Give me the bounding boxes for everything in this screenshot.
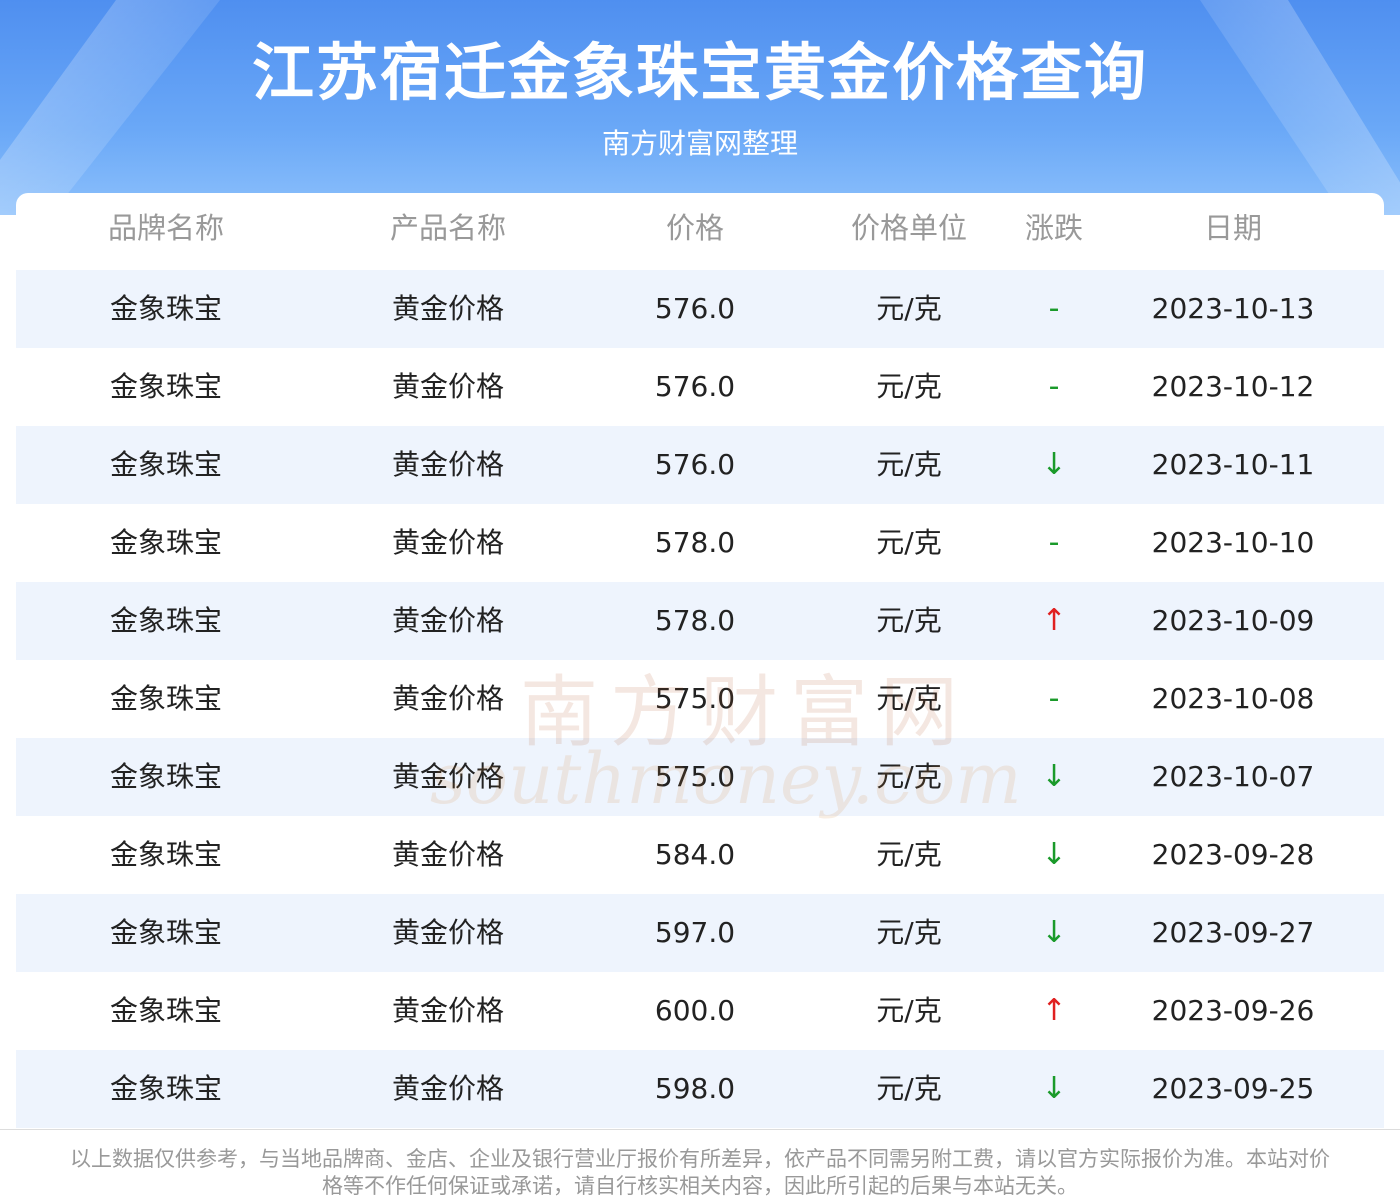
table-row: 金象珠宝 黄金价格 600.0 元/克 ↑ 2023-09-26	[16, 972, 1384, 1050]
table-row: 金象珠宝 黄金价格 576.0 元/克 - 2023-10-13	[16, 270, 1384, 348]
trend-cell: ↑	[1041, 993, 1067, 1028]
brand-cell: 金象珠宝	[109, 526, 223, 559]
unit-cell: 元/克	[876, 370, 942, 403]
unit-cell: 元/克	[876, 292, 942, 325]
trend-cell: -	[1048, 681, 1060, 716]
date-cell: 2023-10-07	[1151, 760, 1315, 793]
price-cell: 578.0	[654, 526, 736, 559]
product-cell: 黄金价格	[391, 292, 505, 325]
unit-cell: 元/克	[876, 526, 942, 559]
product-cell: 黄金价格	[391, 1072, 505, 1105]
trend-cell: ↓	[1041, 447, 1067, 482]
header-banner: 江苏宿迁金象珠宝黄金价格查询 南方财富网整理	[0, 0, 1400, 215]
price-cell: 576.0	[654, 370, 736, 403]
date-cell: 2023-09-26	[1151, 994, 1315, 1027]
column-header: 价格单位	[850, 211, 968, 245]
brand-cell: 金象珠宝	[109, 682, 223, 715]
price-cell: 597.0	[654, 916, 736, 949]
table-row: 金象珠宝 黄金价格 598.0 元/克 ↓ 2023-09-25	[16, 1050, 1384, 1128]
date-cell: 2023-10-09	[1151, 604, 1315, 637]
unit-cell: 元/克	[876, 604, 942, 637]
table-row: 金象珠宝 黄金价格 584.0 元/克 ↓ 2023-09-28	[16, 816, 1384, 894]
brand-cell: 金象珠宝	[109, 916, 223, 949]
table-row: 金象珠宝 黄金价格 576.0 元/克 ↓ 2023-10-11	[16, 426, 1384, 504]
brand-cell: 金象珠宝	[109, 370, 223, 403]
table-row: 金象珠宝 黄金价格 575.0 元/克 ↓ 2023-10-07	[16, 738, 1384, 816]
date-cell: 2023-10-10	[1151, 526, 1315, 559]
brand-cell: 金象珠宝	[109, 838, 223, 871]
trend-cell: ↓	[1041, 1071, 1067, 1106]
column-header: 价格	[665, 211, 725, 245]
trend-cell: ↑	[1041, 603, 1067, 638]
price-cell: 576.0	[654, 448, 736, 481]
product-cell: 黄金价格	[391, 526, 505, 559]
date-cell: 2023-10-11	[1151, 448, 1315, 481]
table-row: 金象珠宝 黄金价格 597.0 元/克 ↓ 2023-09-27	[16, 894, 1384, 972]
trend-cell: ↓	[1041, 915, 1067, 950]
column-header: 品牌名称	[107, 211, 225, 245]
date-cell: 2023-09-25	[1151, 1072, 1315, 1105]
unit-cell: 元/克	[876, 916, 942, 949]
price-cell: 578.0	[654, 604, 736, 637]
product-cell: 黄金价格	[391, 370, 505, 403]
product-cell: 黄金价格	[391, 448, 505, 481]
trend-cell: ↓	[1041, 759, 1067, 794]
product-cell: 黄金价格	[391, 682, 505, 715]
unit-cell: 元/克	[876, 1072, 942, 1105]
product-cell: 黄金价格	[391, 604, 505, 637]
brand-cell: 金象珠宝	[109, 994, 223, 1027]
date-cell: 2023-10-12	[1151, 370, 1315, 403]
price-cell: 576.0	[654, 292, 736, 325]
date-cell: 2023-09-27	[1151, 916, 1315, 949]
price-cell: 575.0	[654, 682, 736, 715]
product-cell: 黄金价格	[391, 838, 505, 871]
price-cell: 600.0	[654, 994, 736, 1027]
date-cell: 2023-10-13	[1151, 292, 1315, 325]
unit-cell: 元/克	[876, 994, 942, 1027]
date-cell: 2023-09-28	[1151, 838, 1315, 871]
price-cell: 598.0	[654, 1072, 736, 1105]
date-cell: 2023-10-08	[1151, 682, 1315, 715]
page-subtitle: 南方财富网整理	[601, 127, 798, 160]
brand-cell: 金象珠宝	[109, 760, 223, 793]
trend-cell: -	[1048, 291, 1060, 326]
unit-cell: 元/克	[876, 760, 942, 793]
brand-cell: 金象珠宝	[109, 604, 223, 637]
unit-cell: 元/克	[876, 838, 942, 871]
brand-cell: 金象珠宝	[109, 1072, 223, 1105]
price-cell: 584.0	[654, 838, 736, 871]
column-header: 涨跌	[1024, 211, 1084, 245]
trend-cell: -	[1048, 525, 1060, 560]
brand-cell: 金象珠宝	[109, 448, 223, 481]
product-cell: 黄金价格	[391, 916, 505, 949]
product-cell: 黄金价格	[391, 994, 505, 1027]
unit-cell: 元/克	[876, 682, 942, 715]
page-title: 江苏宿迁金象珠宝黄金价格查询	[251, 36, 1148, 109]
table-row: 金象珠宝 黄金价格 575.0 元/克 - 2023-10-08	[16, 660, 1384, 738]
trend-cell: ↓	[1041, 837, 1067, 872]
divider	[0, 1129, 1400, 1130]
price-cell: 575.0	[654, 760, 736, 793]
column-header: 产品名称	[389, 211, 507, 245]
table-row: 金象珠宝 黄金价格 576.0 元/克 - 2023-10-12	[16, 348, 1384, 426]
trend-cell: -	[1048, 369, 1060, 404]
table-row: 金象珠宝 黄金价格 578.0 元/克 ↑ 2023-10-09	[16, 582, 1384, 660]
unit-cell: 元/克	[876, 448, 942, 481]
table-row: 金象珠宝 黄金价格 578.0 元/克 - 2023-10-10	[16, 504, 1384, 582]
brand-cell: 金象珠宝	[109, 292, 223, 325]
product-cell: 黄金价格	[391, 760, 505, 793]
price-table: 品牌名称 产品名称 价格 价格单位 涨跌 日期 金象珠宝 黄金价格 576.0 元/克 -2023-…	[16, 193, 1384, 1130]
column-header: 日期	[1203, 211, 1263, 245]
disclaimer: 以上数据仅供参考，与当地品牌商、金店、企业及银行营业厅报价有所差异，依产品不同需…	[70, 1147, 1330, 1198]
